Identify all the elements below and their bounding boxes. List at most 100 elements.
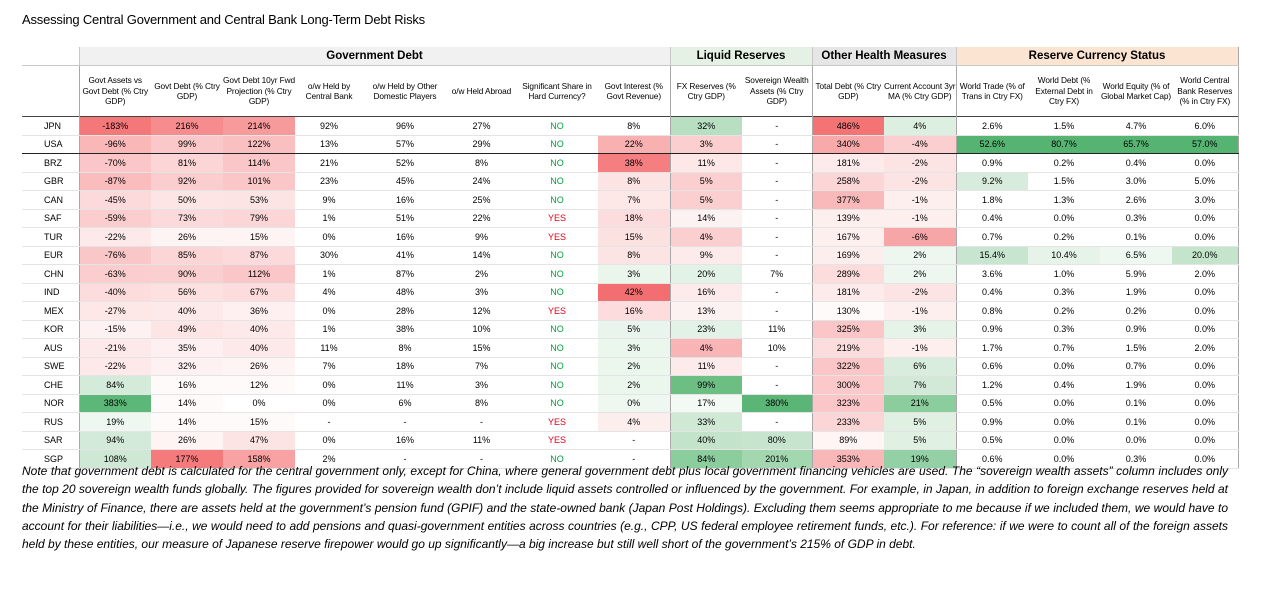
table-cell: 5.9% [1100,264,1173,284]
table-cell: 21% [295,153,363,173]
table-cell: 9.2% [955,172,1029,191]
table-cell: 49% [151,320,223,339]
table-cell: 4% [669,227,742,247]
table-cell: 11% [447,431,516,450]
table-cell: 33% [669,412,742,432]
table-cell: 130% [811,301,884,321]
table-cell: 325% [811,320,884,339]
table-cell: 5% [884,431,957,450]
country-code: JPN [22,116,79,136]
footnote: Note that government debt is calculated … [22,464,1228,552]
table-cell: 0.0% [1172,357,1239,376]
table-cell: 3.0% [1172,190,1239,210]
table-cell: 36% [223,301,295,321]
table-cell: 1.9% [1100,283,1173,302]
column-header: Govt Interest (% Govt Revenue) [604,80,663,102]
table-cell: 51% [363,209,447,228]
table-cell: 16% [151,375,223,395]
table-cell: -183% [78,116,151,136]
table-cell: NO [516,264,598,284]
table-cell: 2% [295,449,363,469]
table-cell: 94% [78,431,151,450]
table-cell: 2.6% [955,116,1029,136]
table-cell: 0.0% [1028,412,1101,432]
table-row: EUR -76% 85% 87% 30% 41% 14% NO 8% 9% -169% 2% 15.4%… [22,246,1239,265]
table-cell: 0.0% [1028,394,1101,413]
table-cell: 0.3% [1100,449,1173,469]
table-cell: NO [516,394,598,413]
table-cell: 92% [295,116,363,136]
table-cell: 26% [151,431,223,450]
column-header: FX Reserves (% Ctry GDP) [669,65,742,117]
table-cell: 181% [811,153,884,173]
table-cell: 14% [151,412,223,432]
table-row: RUS 19% 14% 15% - - - YES 4% 33% -233% 5% 0.9% 0.0% 0.… [22,412,1239,432]
table-cell: 0.1% [1100,412,1173,432]
table-cell: 6.5% [1100,246,1173,265]
table-cell: -6% [884,227,957,247]
table-cell: - [742,412,812,432]
table-cell: 24% [447,172,516,191]
table-cell: 56% [151,283,223,302]
table-row: NOR 383% 14% 0% 0% 6% 8% NO 0% 17% 380% 323% 21% 0.5%… [22,394,1239,413]
table-cell: 40% [223,338,295,358]
table-cell: 167% [811,227,884,247]
table-cell: 383% [78,394,151,413]
table-cell: 15% [598,227,670,247]
table-cell: 3% [884,320,957,339]
table-cell: 214% [223,116,295,136]
table-cell: 0.9% [955,153,1029,173]
table-cell: NO [516,320,598,339]
table-cell: 9% [669,246,742,265]
table-cell: -15% [78,320,151,339]
table-cell: 6% [363,394,447,413]
table-cell: 40% [223,320,295,339]
table-cell: 0.0% [1172,431,1239,450]
table-cell: -4% [884,134,957,154]
table-cell: 0.5% [955,431,1029,450]
table-cell: 40% [151,301,223,321]
table-cell: 0.0% [1028,449,1101,469]
table-row: AUS -21% 35% 40% 11% 8% 15% NO 3% 4% 10% 219% -1% 1.7… [22,338,1239,358]
table-cell: 0.0% [1172,449,1239,469]
table-cell: 45% [363,172,447,191]
table-cell: 0.9% [955,412,1029,432]
country-code: CHE [22,375,79,395]
table-cell: 0.4% [955,209,1029,228]
table-cell: 16% [598,301,670,321]
table-cell: 16% [363,227,447,247]
table-cell: 67% [223,283,295,302]
table-cell: NO [516,153,598,173]
table-cell: NO [516,190,598,210]
country-code: CHN [22,264,79,284]
column-header: World Equity (% of Global Market Cap) [1100,80,1172,102]
country-code: EUR [22,246,79,265]
column-header: Total Debt (% Ctry GDP) [811,65,884,117]
table-cell: 12% [447,301,516,321]
table-cell: - [742,172,812,191]
table-cell: 16% [669,283,742,302]
table-cell: 0.7% [955,227,1029,247]
table-cell: 47% [223,431,295,450]
table-cell: 7% [742,264,812,284]
table-cell: 112% [223,264,295,284]
table-cell: 0.2% [1028,227,1101,247]
table-cell: - [742,190,812,210]
table-cell: 19% [884,449,957,469]
table-cell: NO [516,375,598,395]
table-cell: 0.0% [1172,209,1239,228]
table-cell: 486% [811,116,884,136]
table-cell: 21% [884,394,957,413]
table-cell: 7% [884,375,957,395]
table-cell: 6.0% [1172,116,1239,136]
table-cell: 7% [598,190,670,210]
table-cell: 377% [811,190,884,210]
table-cell: 0% [295,394,363,413]
table-cell: - [742,283,812,302]
table-cell: 5.0% [1172,172,1239,191]
table-cell: 87% [223,246,295,265]
table-row: SAR 94% 26% 47% 0% 16% 11% YES -40% 80% 89% 5% 0.5% 0… [22,431,1239,450]
table-cell: - [742,227,812,247]
table-cell: 108% [78,449,151,469]
table-row: IND -40% 56% 67% 4% 48% 3% NO 42% 16% -181% -2% 0.4%… [22,283,1239,302]
